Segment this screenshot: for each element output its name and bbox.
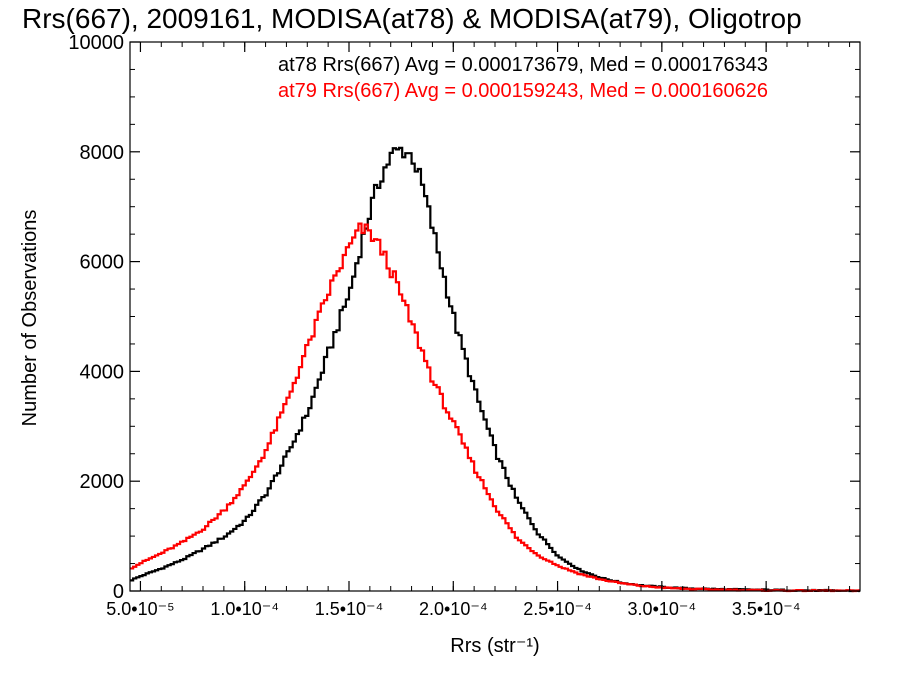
x-tick-label: 2.5•10⁻⁴ <box>523 599 592 619</box>
series-line-at79 <box>130 222 861 593</box>
y-tick-label: 0 <box>113 581 124 603</box>
x-tick-label: 1.5•10⁻⁴ <box>315 599 384 619</box>
legend-entry-at78: at78 Rrs(667) Avg = 0.000173679, Med = 0… <box>278 54 768 76</box>
chart-title: Rrs(667), 2009161, MODISA(at78) & MODISA… <box>22 3 802 34</box>
x-axis-ticks: 5.0•10⁻⁵ 1.0•10⁻⁴ 1.5•10⁻⁴ 2.0•10⁻⁴ 2.5•10⁻⁴… <box>106 42 851 619</box>
x-tick-label: 1.0•10⁻⁴ <box>210 599 279 619</box>
series-line-at78 <box>130 146 861 593</box>
y-tick-label: 6000 <box>80 252 125 274</box>
x-axis-label: Rrs (str⁻¹) <box>450 635 539 657</box>
y-tick-label: 2000 <box>80 471 125 493</box>
x-tick-label: 3.0•10⁻⁴ <box>628 599 697 619</box>
axes-frame <box>129 41 861 592</box>
y-tick-label: 8000 <box>80 142 125 164</box>
y-axis-label: Number of Observations <box>19 210 41 427</box>
y-axis-ticks: 0 2000 4000 6000 8000 10000 <box>68 32 860 603</box>
legend-entry-at79: at79 Rrs(667) Avg = 0.000159243, Med = 0… <box>278 80 768 102</box>
x-tick-label: 5.0•10⁻⁵ <box>106 599 174 619</box>
x-tick-label: 2.0•10⁻⁴ <box>419 599 488 619</box>
plot-area <box>130 146 861 593</box>
y-tick-label: 10000 <box>68 32 124 54</box>
y-tick-label: 4000 <box>80 361 125 383</box>
x-tick-label: 3.5•10⁻⁴ <box>732 599 801 619</box>
